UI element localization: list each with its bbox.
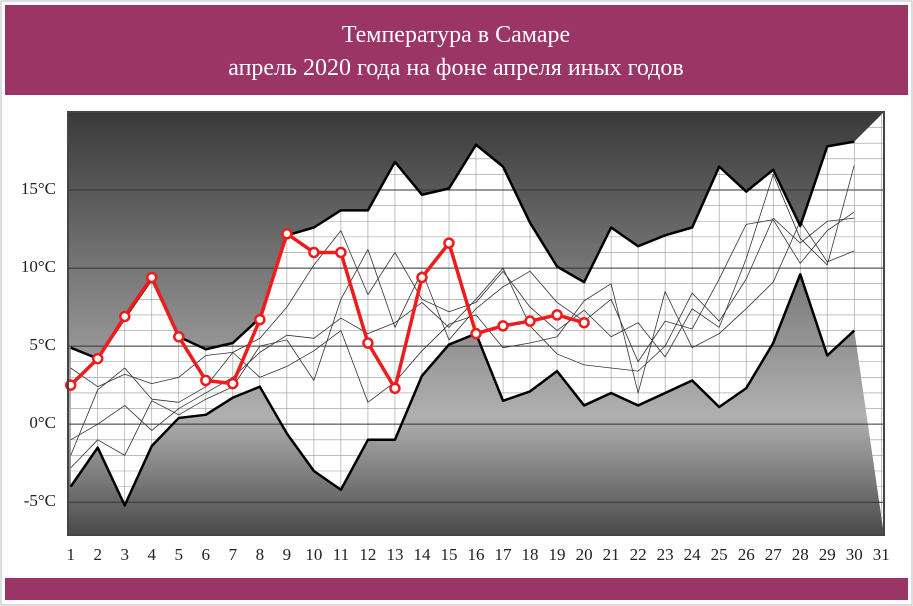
x-tick-label: 2	[93, 545, 102, 564]
series-line	[70, 211, 855, 469]
x-tick-label: 14	[413, 545, 431, 564]
plot-border	[67, 111, 885, 536]
x-tick-label: 24	[684, 545, 702, 564]
footer	[5, 578, 908, 600]
point	[551, 309, 563, 321]
x-tick-label: 9	[283, 545, 292, 564]
point	[497, 320, 509, 332]
point	[443, 237, 455, 249]
y-tick-label: 10°C	[21, 257, 56, 276]
point	[335, 246, 347, 259]
point	[281, 227, 293, 240]
x-tick-label: 31	[873, 545, 890, 564]
header	[5, 5, 908, 95]
x-tick-label: 21	[603, 545, 620, 564]
point	[146, 271, 158, 284]
x-tick-label: 18	[522, 545, 539, 564]
point	[227, 377, 239, 390]
x-tick-label: 15	[440, 545, 457, 564]
x-tick-label: 1	[66, 545, 75, 564]
x-tick-label: 26	[738, 545, 755, 564]
point	[470, 327, 482, 340]
x-tick-label: 8	[256, 545, 265, 564]
envelope	[70, 112, 885, 535]
point	[118, 310, 131, 323]
series-line	[70, 217, 855, 441]
x-tick-label: 13	[386, 545, 403, 564]
point	[91, 352, 104, 365]
x-tick-label: 19	[549, 545, 566, 564]
x-tick-label: 12	[359, 545, 376, 564]
point	[254, 313, 266, 326]
point	[389, 382, 401, 395]
x-tick-label: 23	[657, 545, 674, 564]
x-tick-label: 11	[333, 545, 349, 564]
point	[416, 271, 428, 284]
point	[200, 374, 212, 387]
y-tick-label: -5°C	[24, 491, 56, 510]
point	[173, 331, 185, 343]
x-tick-label: 16	[468, 545, 485, 564]
series-line	[69, 273, 856, 507]
x-tick-label: 6	[202, 545, 211, 564]
y-tick-label: 15°C	[21, 179, 56, 198]
x-tick-label: 27	[765, 545, 783, 564]
y-tick-label: 0°C	[29, 413, 56, 432]
x-tick-label: 28	[792, 545, 809, 564]
y-tick-label: 5°C	[29, 335, 56, 354]
point	[578, 316, 590, 329]
x-tick-label: 10	[305, 545, 322, 564]
chart-subtitle: апрель 2020 года на фоне апреля иных год…	[228, 55, 683, 81]
x-tick-label: 20	[576, 545, 593, 564]
chart-title: Температура в Самаре	[342, 22, 570, 48]
x-tick-label: 7	[229, 545, 238, 564]
x-tick-label: 29	[819, 545, 836, 564]
series-line	[70, 164, 855, 456]
point	[308, 246, 320, 259]
x-tick-label: 17	[495, 545, 513, 564]
x-tick-label: 22	[630, 545, 647, 564]
point	[524, 315, 536, 327]
x-tick-label: 4	[148, 545, 157, 564]
x-tick-label: 30	[846, 545, 863, 564]
series-line	[70, 140, 855, 360]
x-tick-label: 25	[711, 545, 728, 564]
x-tick-label: 3	[120, 545, 129, 564]
point	[362, 337, 374, 349]
series-line	[70, 220, 855, 403]
x-tick-label: 5	[175, 545, 184, 564]
